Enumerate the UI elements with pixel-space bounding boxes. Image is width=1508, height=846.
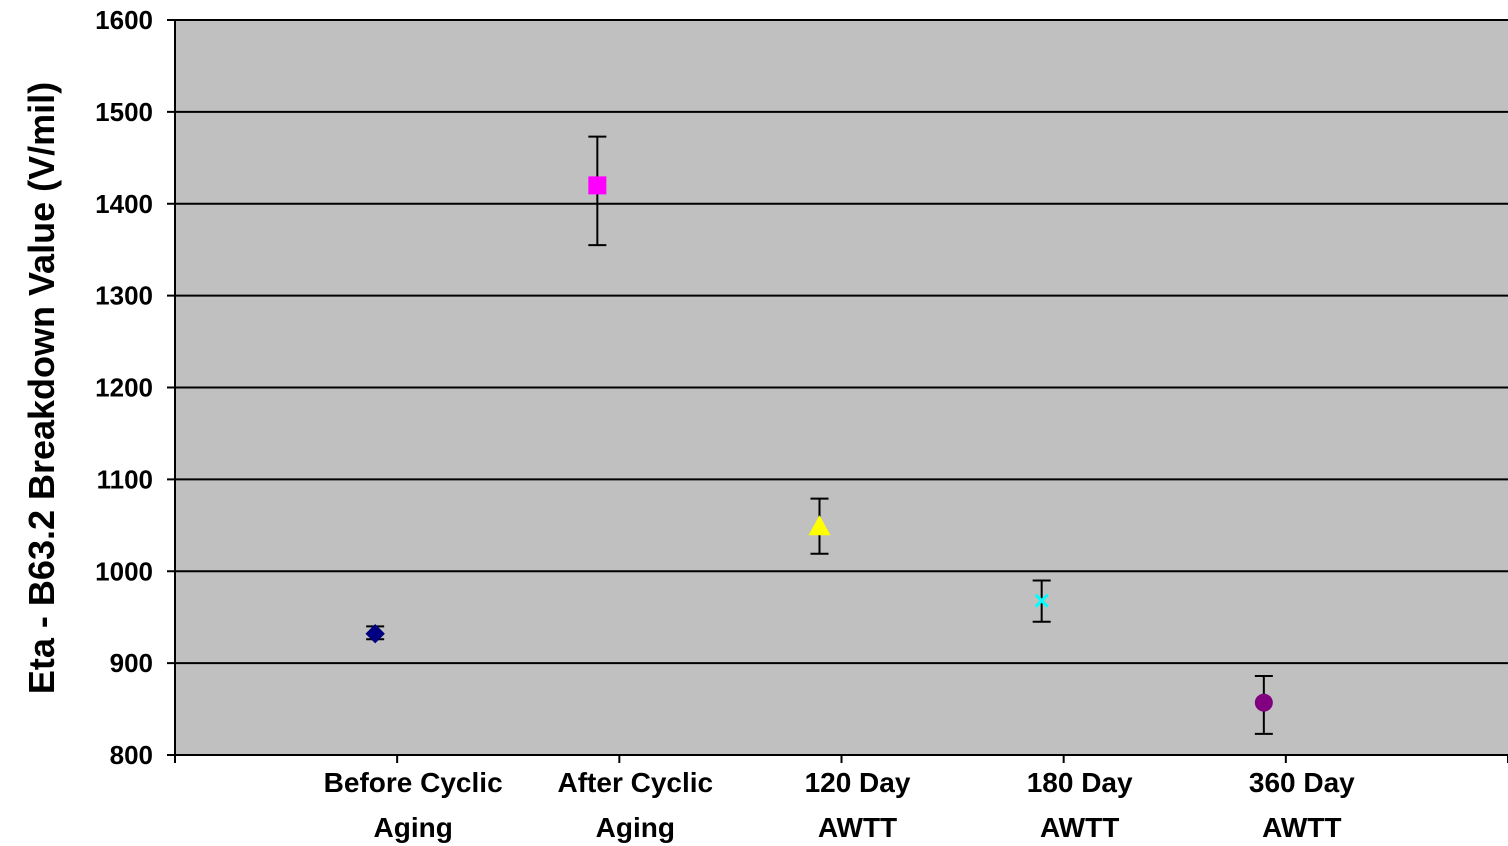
- x-category-label: 120 Day: [805, 767, 911, 798]
- y-tick-label: 1100: [97, 464, 153, 494]
- data-point-marker: [1254, 693, 1273, 712]
- x-category-label: Before Cyclic: [324, 767, 503, 798]
- x-category-label: Aging: [596, 812, 675, 843]
- x-category-label: AWTT: [1262, 812, 1341, 843]
- x-axis-categories: Before Cyclic Aging After Cyclic Aging 120 D…: [174, 755, 1508, 843]
- y-tick-label: 1400: [95, 189, 153, 219]
- y-tick-label: 1200: [95, 373, 153, 403]
- y-tick-label: 1000: [95, 556, 153, 586]
- y-tick-label: 900: [110, 648, 153, 678]
- x-category-label: AWTT: [818, 812, 897, 843]
- x-category-label: 180 Day: [1027, 767, 1133, 798]
- data-point-marker: [1034, 593, 1049, 608]
- y-tick-label: 1500: [95, 97, 153, 127]
- data-points: [365, 135, 1273, 735]
- y-tick-label: 800: [110, 740, 153, 770]
- y-axis-ticks: 800 900 1000 1100 1200 1300 1400 1500 1600: [95, 5, 175, 770]
- x-category-label: Aging: [374, 812, 453, 843]
- data-point-marker: [365, 624, 385, 644]
- gridlines: [175, 19, 1508, 665]
- x-category-label: After Cyclic: [558, 767, 714, 798]
- y-axis-label: Eta - B63.2 Breakdown Value (V/mil): [21, 82, 62, 694]
- y-tick-label: 1600: [95, 5, 153, 35]
- data-point-marker: [808, 515, 831, 536]
- x-category-label: 360 Day: [1249, 767, 1355, 798]
- y-tick-label: 1300: [95, 281, 153, 311]
- data-point-marker: [588, 176, 607, 195]
- x-category-label: AWTT: [1040, 812, 1119, 843]
